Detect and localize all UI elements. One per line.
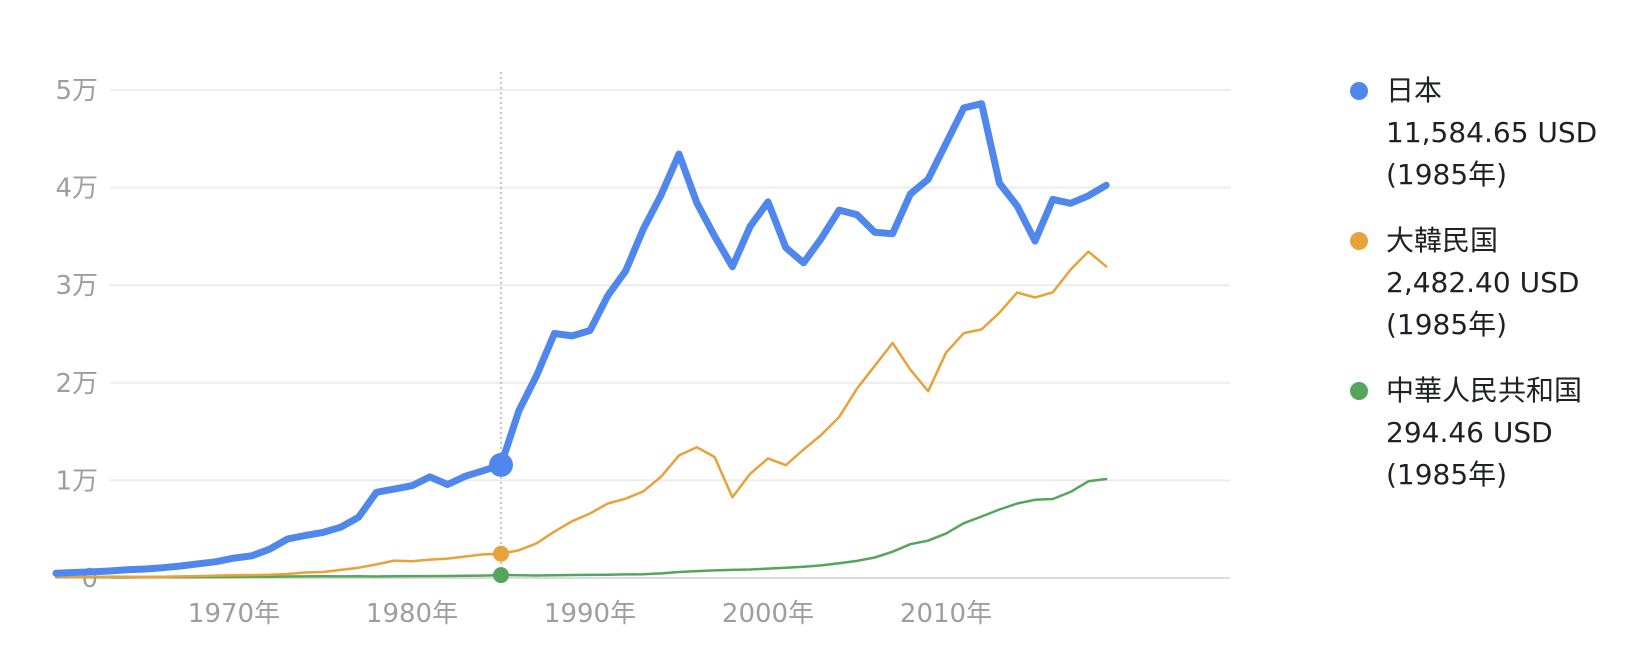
legend-series-year: (1985年): [1386, 158, 1508, 191]
x-axis-labels: 1970年 1980年 1990年 2000年 2010年: [188, 599, 992, 629]
legend-series-year: (1985年): [1386, 458, 1508, 491]
series-color-dot: [1350, 82, 1368, 100]
y-tick-label: 5万: [55, 76, 98, 106]
y-tick-label: 4万: [55, 174, 98, 204]
hover-marker: [493, 545, 509, 562]
y-tick-label: 1万: [55, 466, 98, 496]
legend-series-value: 11,584.65 USD: [1386, 116, 1598, 149]
legend-series-value: 294.46 USD: [1386, 416, 1553, 449]
series-color-dot: [1350, 232, 1368, 250]
hover-markers: [489, 452, 513, 584]
legend-item-japan[interactable]: 日本 11,584.65 USD (1985年): [1350, 70, 1630, 196]
series-line[interactable]: [54, 250, 1108, 579]
gridlines: [110, 89, 1230, 579]
hover-marker: [489, 452, 513, 477]
series-lines: [52, 100, 1110, 579]
legend-item-china[interactable]: 中華人民共和国 294.46 USD (1985年): [1350, 370, 1630, 496]
legend-item-korea[interactable]: 大韓民国 2,482.40 USD (1985年): [1350, 220, 1630, 346]
legend-series-value: 2,482.40 USD: [1386, 266, 1580, 299]
x-tick-label: 1970年: [188, 599, 280, 629]
legend-series-year: (1985年): [1386, 308, 1508, 341]
legend: 日本 11,584.65 USD (1985年) 大韓民国 2,482.40 U…: [1350, 70, 1630, 520]
x-tick-label: 1990年: [544, 599, 636, 629]
y-tick-label: 2万: [55, 369, 98, 399]
series-line[interactable]: [52, 100, 1110, 577]
legend-series-name: 大韓民国: [1386, 224, 1499, 257]
y-tick-label: 3万: [55, 271, 98, 301]
x-tick-label: 2000年: [722, 599, 814, 629]
series-line[interactable]: [54, 477, 1108, 579]
x-tick-label: 2010年: [900, 599, 992, 629]
series-color-dot: [1350, 382, 1368, 400]
legend-series-name: 中華人民共和国: [1386, 374, 1583, 407]
legend-series-name: 日本: [1386, 74, 1443, 107]
hover-marker: [493, 567, 509, 584]
x-tick-label: 1980年: [366, 599, 458, 629]
